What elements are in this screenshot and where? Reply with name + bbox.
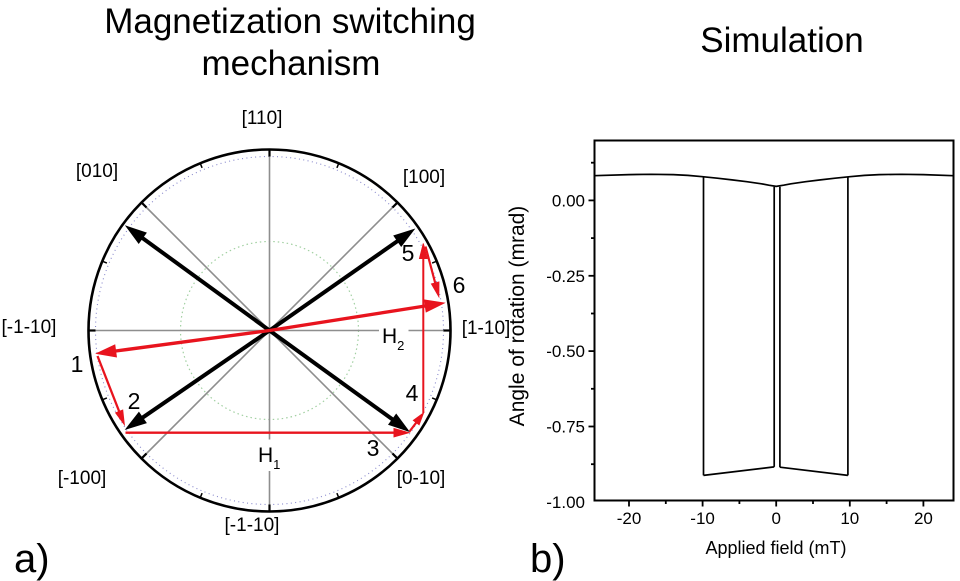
svg-text:b): b): [530, 537, 566, 581]
svg-text:a): a): [14, 537, 50, 581]
svg-text:2: 2: [128, 388, 141, 414]
svg-text:-0.50: -0.50: [546, 342, 585, 361]
svg-text:-10: -10: [690, 509, 715, 528]
svg-text:0.00: 0.00: [552, 191, 585, 210]
svg-text:[110]: [110]: [242, 108, 283, 129]
svg-text:6: 6: [453, 272, 466, 298]
svg-text:[010]: [010]: [76, 161, 118, 182]
svg-text:0: 0: [771, 509, 780, 528]
svg-text:Simulation: Simulation: [700, 21, 863, 60]
svg-text:-1.00: -1.00: [546, 493, 585, 512]
svg-text:Magnetization switching: Magnetization switching: [104, 2, 476, 41]
svg-text:[-1-10]: [-1-10]: [2, 317, 57, 338]
svg-text:Angle of rotation (mrad): Angle of rotation (mrad): [506, 206, 529, 427]
svg-text:[-100]: [-100]: [58, 468, 107, 489]
svg-text:Applied field (mT): Applied field (mT): [705, 538, 846, 558]
svg-text:5: 5: [402, 240, 415, 266]
svg-text:[0-10]: [0-10]: [397, 468, 446, 489]
svg-text:-20: -20: [617, 509, 642, 528]
svg-text:[1-10]: [1-10]: [462, 318, 511, 339]
svg-text:mechanism: mechanism: [202, 44, 381, 83]
svg-text:3: 3: [367, 435, 380, 461]
svg-text:-0.25: -0.25: [546, 267, 585, 286]
svg-text:[100]: [100]: [403, 167, 445, 188]
svg-text:-0.75: -0.75: [546, 418, 585, 437]
svg-text:4: 4: [406, 380, 419, 406]
svg-text:1: 1: [71, 351, 84, 377]
svg-text:10: 10: [840, 509, 859, 528]
svg-text:20: 20: [914, 509, 933, 528]
svg-text:[-1-10]: [-1-10]: [225, 515, 280, 536]
